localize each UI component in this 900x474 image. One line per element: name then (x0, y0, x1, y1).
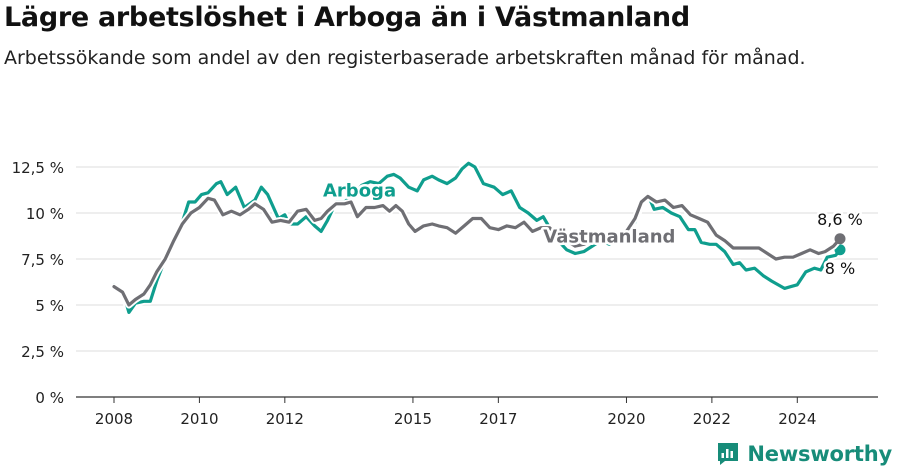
series-end-dot-vastmanland (834, 233, 846, 245)
series-line-arboga (112, 161, 842, 314)
x-tick-label: 2012 (266, 410, 304, 428)
x-tick-label: 2020 (607, 410, 645, 428)
end-label-arboga-halo: 8 % (825, 259, 855, 278)
series-lines (110, 159, 846, 316)
newsworthy-logo-icon (718, 443, 739, 465)
x-tick-label: 2015 (394, 410, 432, 428)
x-tick-label: 2017 (479, 410, 517, 428)
y-tick-label: 7,5 % (21, 251, 64, 269)
x-tick-label: 2022 (693, 410, 731, 428)
end-label-vastmanland: 8,6 % (817, 210, 863, 229)
series-label-arboga-halo: Arboga (323, 180, 396, 201)
end-label-vastmanland-halo: 8,6 % (817, 210, 863, 229)
series-line-vastmanland (112, 194, 842, 307)
x-tick-label: 2024 (778, 410, 816, 428)
chart-title: Lägre arbetslöshet i Arboga än i Västman… (4, 2, 690, 33)
y-tick-label: 10 % (26, 205, 64, 223)
x-tick-label: 2008 (95, 410, 133, 428)
brand-footer: Newsworthy (717, 440, 892, 468)
series-label-arboga: Arboga (323, 180, 396, 201)
y-tick-label: 0 % (35, 389, 64, 407)
y-tick-label: 2,5 % (21, 343, 64, 361)
x-tick-label: 2010 (180, 410, 218, 428)
end-label-arboga: 8 % (825, 259, 855, 278)
series-label-vastmanland: Västmanland (543, 226, 675, 247)
series-label-vastmanland-halo: Västmanland (543, 226, 675, 247)
axes: 0 % 2,5 % 5 % 7,5 % 10 % 12,5 % 2008 2010 2012 20… (12, 159, 878, 428)
chart-subtitle: Arbetssökande som andel av den registerb… (4, 47, 806, 69)
gridlines (76, 166, 878, 352)
y-tick-label: 12,5 % (12, 159, 64, 177)
y-tick-label: 5 % (35, 297, 64, 315)
brand-name: Newsworthy (747, 442, 892, 466)
